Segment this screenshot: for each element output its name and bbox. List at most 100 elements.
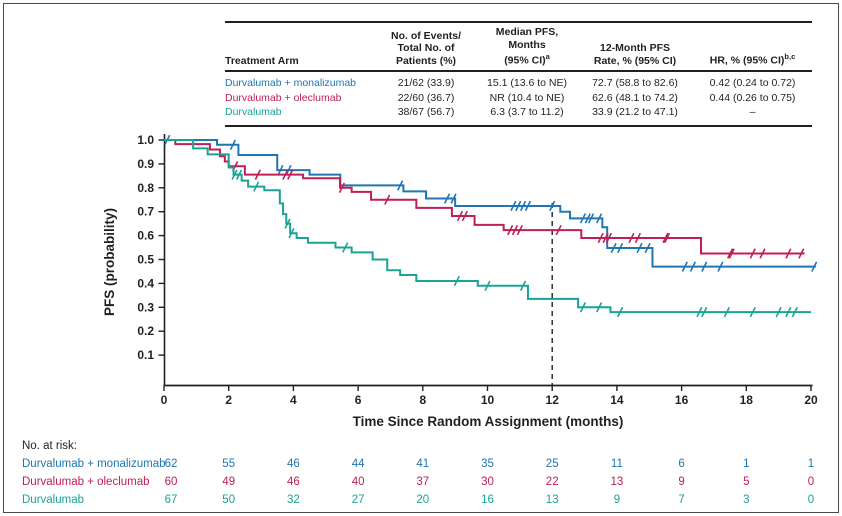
y-tick-label: 0.4 xyxy=(137,276,154,290)
footnote-marker-a: a xyxy=(545,52,550,61)
footnote-marker-bc: b,c xyxy=(784,52,796,61)
censor-tick-durvalumab-oleclumab xyxy=(727,248,734,259)
censor-tick-durvalumab-oleclumab xyxy=(628,232,635,244)
censor-tick-durvalumab-oleclumab xyxy=(456,210,464,222)
table-row-durvalumab-monalizumab: Durvalumab + monalizumab 21/62 (33.9) 15… xyxy=(225,76,812,91)
censor-tick-durvalumab-oleclumab xyxy=(516,224,523,236)
at-risk-value-durvalumab-oleclumab-m20: 0 xyxy=(808,476,814,488)
censor-tick-durvalumab-monalizumab xyxy=(397,180,404,191)
censor-tick-durvalumab xyxy=(785,306,792,318)
median-value: 15.1 (13.6 to NE) xyxy=(487,77,567,89)
x-tick-label: 0 xyxy=(161,393,168,407)
censor-tick-durvalumab-monalizumab xyxy=(717,261,724,272)
x-tick-label: 14 xyxy=(610,393,624,407)
y-tick-label: 0.2 xyxy=(137,324,154,338)
censor-tick-durvalumab-oleclumab xyxy=(634,232,642,244)
at-risk-value-durvalumab-oleclumab-m16: 9 xyxy=(678,476,684,488)
at-risk-value-durvalumab-monalizumab-m12: 25 xyxy=(546,458,559,470)
km-curve-durvalumab-monalizumab xyxy=(164,139,816,268)
summary-table: Treatment Arm No. of Events/ Total No. o… xyxy=(225,21,812,127)
censor-tick-durvalumab-oleclumab xyxy=(605,232,612,244)
at-risk-value-durvalumab-monalizumab-m6: 44 xyxy=(352,458,365,470)
censor-tick-durvalumab-monalizumab xyxy=(636,242,643,254)
censor-tick-durvalumab xyxy=(595,302,603,313)
at-risk-value-durvalumab-monalizumab-m16: 6 xyxy=(678,458,684,470)
censor-tick-durvalumab-oleclumab xyxy=(597,232,604,244)
x-tick-label: 18 xyxy=(740,393,754,407)
table-row-durvalumab: Durvalumab 38/67 (56.7) 6.3 (3.7 to 11.2… xyxy=(225,105,812,120)
x-tick-label: 4 xyxy=(290,393,297,407)
censor-tick-durvalumab xyxy=(519,280,527,291)
censor-tick-durvalumab xyxy=(288,228,295,239)
censor-tick-durvalumab-oleclumab xyxy=(555,224,562,236)
y-tick-label: 0.5 xyxy=(137,253,154,267)
censor-tick-durvalumab-oleclumab xyxy=(662,232,669,244)
rate-value: 62.6 (48.1 to 74.2) xyxy=(592,91,678,104)
at-risk-value-durvalumab-oleclumab-m8: 37 xyxy=(416,476,429,488)
x-tick-label: 2 xyxy=(225,393,232,407)
at-risk-value-durvalumab-oleclumab-m2: 49 xyxy=(222,476,235,488)
at-risk-value-durvalumab-oleclumab-m12: 22 xyxy=(546,476,559,488)
censor-tick-durvalumab xyxy=(791,306,798,318)
censor-tick-durvalumab-oleclumab xyxy=(511,224,519,236)
rate-value: 72.7 (58.8 to 82.6) xyxy=(592,77,678,89)
y-tick-label: 0.3 xyxy=(137,300,154,314)
x-tick-label: 16 xyxy=(675,393,689,407)
y-tick-label: 0.9 xyxy=(137,157,154,171)
censor-tick-durvalumab xyxy=(775,306,782,318)
table-row-durvalumab-oleclumab: Durvalumab + oleclumab 22/60 (36.7) NR (… xyxy=(225,91,812,106)
censor-tick-durvalumab-oleclumab xyxy=(602,232,609,244)
censor-tick-durvalumab-monalizumab xyxy=(519,200,527,212)
at-risk-value-durvalumab-monalizumab-m14: 11 xyxy=(611,458,623,470)
censor-tick-durvalumab-oleclumab xyxy=(384,194,391,205)
hr-value: 0.42 (0.24 to 0.72) xyxy=(709,77,796,89)
censor-tick-durvalumab-oleclumab xyxy=(461,210,468,222)
at-risk-value-durvalumab-m4: 32 xyxy=(287,494,300,506)
censor-tick-durvalumab-oleclumab xyxy=(749,248,756,259)
at-risk-value-durvalumab-oleclumab-m4: 46 xyxy=(287,476,300,488)
censor-tick-durvalumab xyxy=(749,306,756,318)
censor-tick-durvalumab xyxy=(579,302,587,313)
at-risk-value-durvalumab-m18: 3 xyxy=(743,494,749,506)
arm-label: Durvalumab + monalizumab xyxy=(225,77,357,89)
at-risk-value-durvalumab-oleclumab-m6: 40 xyxy=(352,476,365,488)
header-treatment-arm: Treatment Arm xyxy=(225,54,299,67)
arm-label: Durvalumab xyxy=(225,106,282,118)
km-curve-durvalumab-oleclumab xyxy=(164,139,805,255)
censor-tick-durvalumab-monalizumab xyxy=(689,261,697,272)
at-risk-value-durvalumab-monalizumab-m10: 35 xyxy=(481,458,494,470)
censor-tick-durvalumab-oleclumab xyxy=(507,224,514,236)
at-risk-title: No. at risk: xyxy=(22,440,77,452)
censor-tick-durvalumab-monalizumab xyxy=(510,200,517,212)
censor-tick-durvalumab-monalizumab xyxy=(681,261,688,272)
y-tick-label: 0.7 xyxy=(137,205,154,219)
at-risk-value-durvalumab-oleclumab-m18: 5 xyxy=(743,476,749,488)
at-risk-value-durvalumab-oleclumab-m0: 60 xyxy=(165,476,178,488)
at-risk-value-durvalumab-m20: 0 xyxy=(808,494,814,506)
events-value: 21/62 (33.9) xyxy=(397,77,455,89)
header-median-pfs: Median PFS, Months (95% CI)a xyxy=(495,26,559,67)
at-risk-value-durvalumab-monalizumab-m8: 41 xyxy=(416,458,429,470)
figure-border xyxy=(3,3,839,513)
censor-tick-durvalumab-oleclumab xyxy=(254,169,261,180)
censor-tick-durvalumab-monalizumab xyxy=(549,200,556,212)
censor-tick-durvalumab-oleclumab xyxy=(282,169,289,180)
censor-tick-durvalumab-monalizumab xyxy=(584,213,591,224)
y-tick-label: 0.6 xyxy=(137,229,154,243)
y-tick-label: 1.0 xyxy=(137,133,154,147)
at-risk-value-durvalumab-m14: 9 xyxy=(614,494,620,506)
at-risk-label-durvalumab-oleclumab: Durvalumab + oleclumab xyxy=(22,476,150,488)
censor-tick-durvalumab-monalizumab xyxy=(443,193,451,204)
arm-label: Durvalumab + oleclumab xyxy=(225,91,342,104)
censor-tick-durvalumab xyxy=(235,169,243,180)
censor-tick-durvalumab-oleclumab xyxy=(338,182,346,193)
at-risk-value-durvalumab-oleclumab-m10: 30 xyxy=(481,476,494,488)
censor-tick-durvalumab-monalizumab xyxy=(277,164,284,176)
censor-tick-durvalumab xyxy=(284,218,291,229)
at-risk-value-durvalumab-m0: 67 xyxy=(165,494,178,506)
censor-tick-durvalumab-oleclumab xyxy=(287,169,294,180)
censor-tick-durvalumab-monalizumab xyxy=(644,242,651,254)
censor-tick-durvalumab-monalizumab xyxy=(515,200,522,212)
censor-tick-durvalumab-monalizumab xyxy=(450,193,457,204)
